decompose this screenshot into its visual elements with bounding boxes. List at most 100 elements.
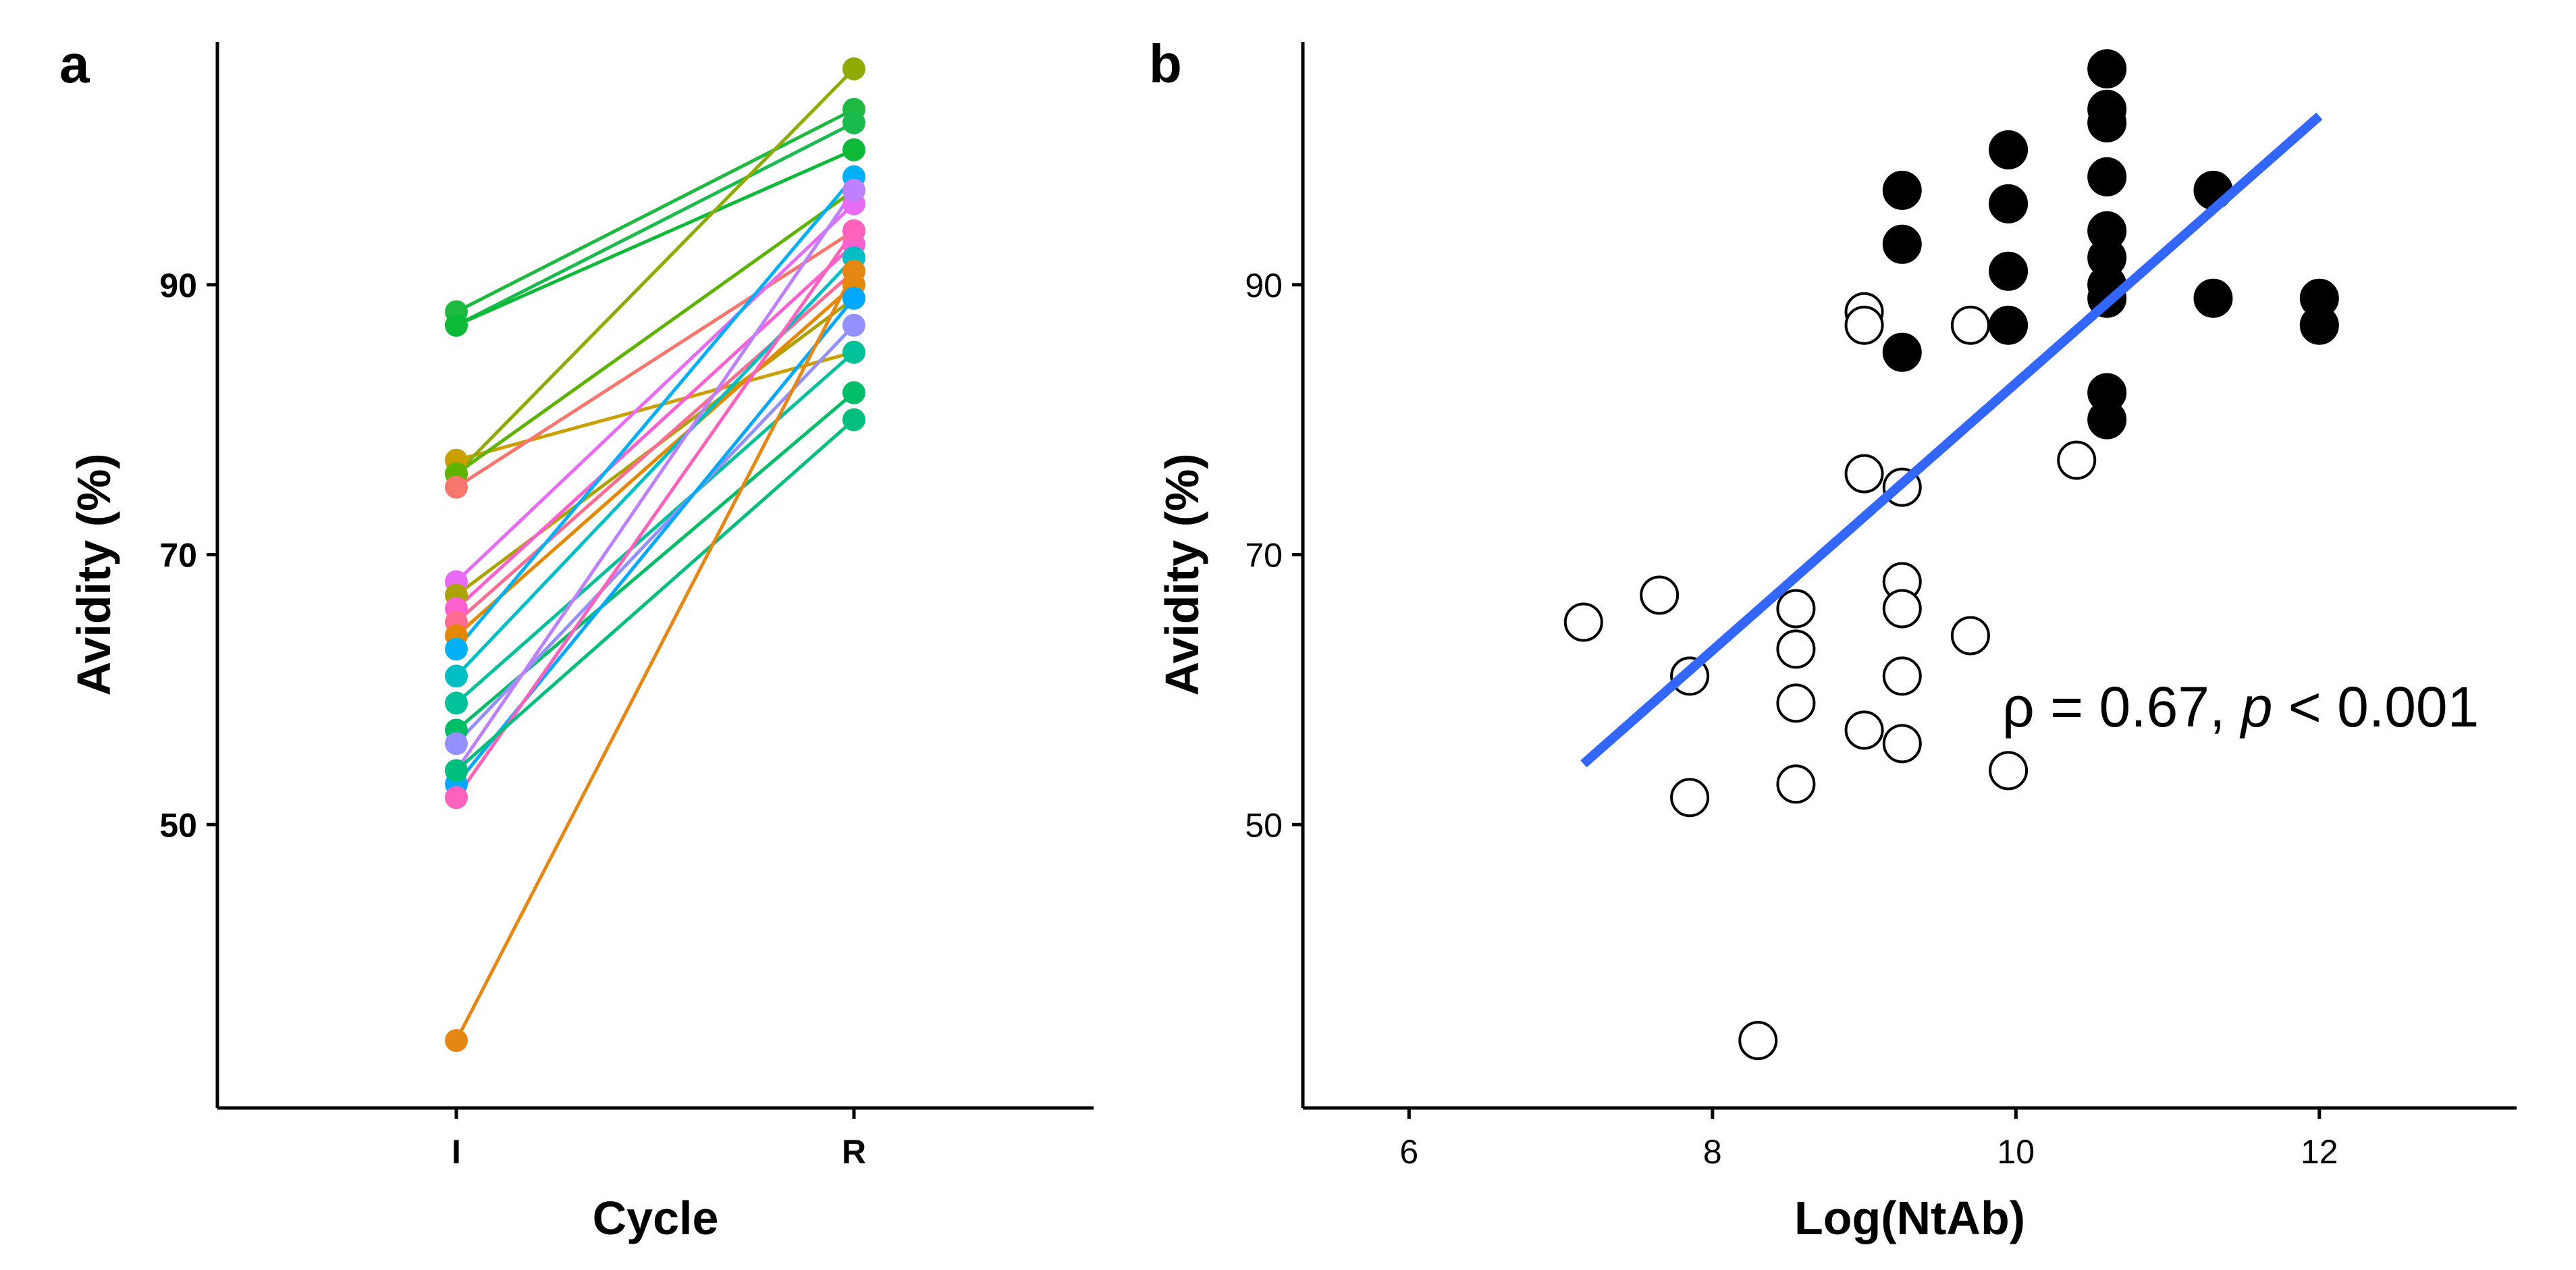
panel-a-point-repeat [842, 138, 865, 161]
panel-a-series-line [455, 68, 855, 475]
panel-b-point-filled [1882, 332, 1922, 372]
panel-b-point-open [1776, 764, 1816, 804]
panel-b-x-tick-label: 6 [1399, 1133, 1418, 1171]
panel-b-point-filled [1989, 251, 2029, 291]
panel-a-y-tick-label: 50 [159, 806, 197, 844]
panel-b-point-filled [1989, 305, 2029, 345]
panel-b-y-tick-label: 50 [1245, 806, 1283, 844]
panel-a-series-group [445, 57, 865, 1053]
panel-a-point-repeat [842, 178, 865, 202]
panel-b-point-open [1776, 629, 1816, 669]
panel-a-series-line [455, 148, 855, 327]
correlation-annotation-prefix: ρ = 0.67, [2002, 675, 2241, 739]
panel-a-point-initial [445, 664, 468, 688]
panel-a-series-line [455, 176, 855, 651]
correlation-annotation: ρ = 0.67, p < 0.001 [2002, 675, 2479, 739]
panel-a-series-line [455, 203, 855, 583]
panel-a-point-repeat [842, 340, 865, 364]
panel-b-y-tick-label: 70 [1245, 537, 1283, 575]
panel-b-point-filled [1989, 130, 2029, 169]
panel-b-x-tick-label: 12 [2301, 1133, 2338, 1171]
panel-a-point-initial [445, 691, 468, 715]
panel-a-letter: a [59, 34, 90, 94]
panel-a-y-ticks: 50 70 90 [159, 267, 217, 844]
panel-b-point-open [1882, 724, 1922, 764]
panel-b-y-ticks: 50 70 90 [1245, 267, 1303, 844]
panel-b-y-axis-title: Avidity (%) [1156, 453, 1208, 695]
panel-b-point-open [1882, 589, 1922, 629]
panel-a-series-line [454, 189, 856, 772]
panel-a-series-line [454, 270, 856, 1042]
panel-b-point-open [1640, 575, 1680, 615]
panel-a-series-line [455, 283, 855, 637]
panel-b-point-filled [1989, 184, 2029, 223]
panel-b-x-tick-label: 10 [1997, 1133, 2035, 1171]
panel-a-point-repeat [842, 259, 865, 283]
panel-a-point-initial [445, 759, 468, 783]
panel-a-series-line [455, 257, 855, 678]
panel-b-point-filled [2087, 400, 2127, 440]
panel-a-x-tick-label: R [842, 1133, 866, 1171]
panel-b: b 50 70 90 6 8 10 12 Log(NtAb) Avidity (%) ρ … [1149, 34, 2517, 1244]
panel-a-point-repeat [842, 111, 865, 134]
panel-a-x-axis-title: Cycle [593, 1192, 719, 1244]
panel-a-point-repeat [842, 286, 865, 310]
panel-b-point-open [1989, 751, 2029, 791]
panel-b-point-filled [2087, 103, 2127, 142]
panel-a-point-repeat [842, 313, 865, 337]
panel-b-point-open [1563, 602, 1603, 642]
panel-b-x-ticks: 6 8 10 12 [1399, 1108, 2338, 1171]
panel-b-point-open [1670, 778, 1710, 818]
panel-b-point-filled [1882, 170, 1922, 210]
panel-b-y-tick-label: 90 [1245, 267, 1283, 305]
panel-a-point-repeat [842, 381, 865, 404]
panel-a-point-initial [445, 313, 468, 337]
panel-a-point-initial [445, 732, 468, 756]
panel-b-point-open [1844, 454, 1884, 494]
panel-a-point-repeat [842, 408, 865, 431]
panel-a-series-line [454, 230, 856, 799]
panel-a-point-initial [445, 475, 468, 499]
panel-b-point-filled [2193, 278, 2233, 318]
panel-b-point-open [1844, 710, 1884, 750]
panel-b-x-axis-title: Log(NtAb) [1794, 1192, 2025, 1244]
panel-a-series-line [456, 350, 855, 462]
panel-a-point-repeat [842, 57, 865, 80]
panel-a-point-initial [445, 637, 468, 661]
correlation-annotation-suffix: < 0.001 [2272, 675, 2479, 739]
panel-b-x-tick-label: 8 [1703, 1133, 1722, 1171]
panel-b-point-filled [2299, 305, 2339, 345]
panel-b-point-filled [2087, 49, 2127, 88]
correlation-annotation-p: p [2239, 675, 2273, 739]
panel-a-series-line [455, 188, 855, 475]
panel-a-series-line [455, 107, 855, 313]
panel-b-point-open [1950, 305, 1990, 345]
panel-b-point-open [1950, 616, 1990, 656]
panel-b-point-open [2057, 440, 2097, 480]
panel-b-point-filled [2087, 157, 2127, 196]
panel-b-regression-line [1580, 112, 2323, 768]
panel-a-series-line [455, 229, 855, 489]
panel-a-series-line [455, 242, 855, 610]
panel-a-y-tick-label: 70 [159, 537, 197, 575]
panel-a-point-initial [445, 1029, 468, 1053]
panel-a-series-line [455, 269, 855, 624]
panel-b-point-open [1776, 589, 1816, 629]
panel-a-y-axis-title: Avidity (%) [68, 453, 120, 695]
panel-b-point-open [1882, 656, 1922, 696]
panel-a-y-tick-label: 90 [159, 267, 197, 305]
panel-b-point-open [1844, 305, 1884, 345]
panel-b-letter: b [1149, 34, 1182, 94]
panel-a-series-line [455, 418, 855, 772]
panel-b-point-open [1738, 1021, 1778, 1061]
panel-a-point-repeat [842, 219, 865, 242]
panel-b-point-open [1776, 683, 1816, 723]
panel-a-x-tick-label: I [452, 1133, 461, 1171]
panel-a-point-initial [445, 786, 468, 810]
panel-a-series-line [455, 350, 855, 705]
panel-a-series-line [455, 121, 855, 327]
panel-b-point-filled [1882, 224, 1922, 264]
